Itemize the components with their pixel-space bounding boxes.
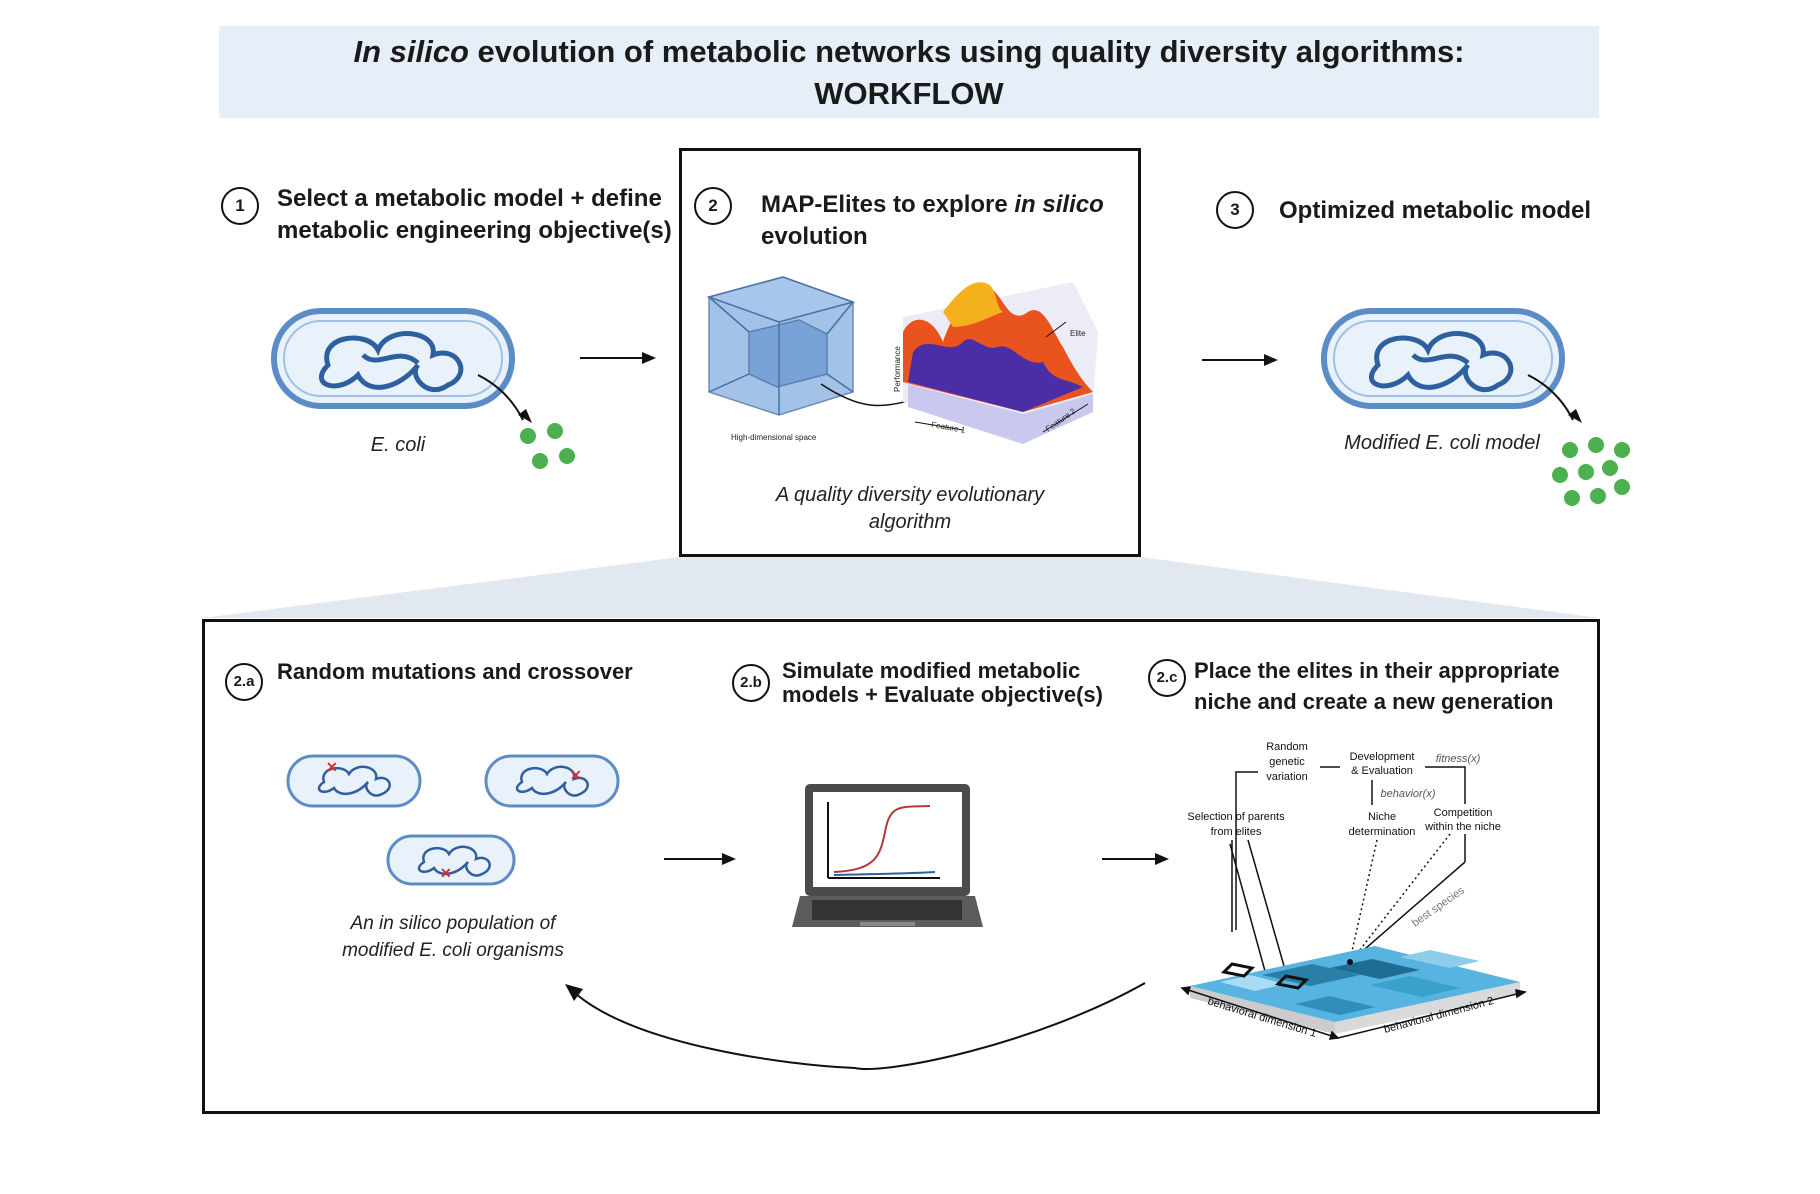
svg-text:Elite: Elite xyxy=(1070,329,1086,338)
page-subtitle: WORKFLOW xyxy=(814,76,1004,111)
behavior-grid xyxy=(1190,946,1520,1034)
svg-text:✕: ✕ xyxy=(570,767,582,783)
svg-text:Performance: Performance xyxy=(893,346,902,392)
step-1-caption: E. coli xyxy=(370,434,426,456)
return-arrow xyxy=(565,982,1146,1070)
step-2-box xyxy=(679,148,1141,557)
step-2-caption: A quality diversity evolutionary algorith… xyxy=(775,484,1045,533)
step-1-title: Select a metabolic model + define metabol… xyxy=(277,185,672,244)
mutated-population: ✕ ✕ ✕ xyxy=(286,754,620,886)
step-2a-title: Random mutations and crossover xyxy=(277,659,633,684)
step-1-number: 1 xyxy=(221,187,259,225)
svg-text:Development: Development xyxy=(1350,751,1415,763)
svg-text:variation: variation xyxy=(1266,771,1308,783)
page-title: In silico evolution of metabolic network… xyxy=(353,34,1465,69)
svg-text:best species: best species xyxy=(1410,884,1467,929)
step-2c-title: Place the elites in their appropriate nic… xyxy=(1194,658,1560,714)
steps-2abc-box xyxy=(202,619,1600,1114)
arrow-2-to-3 xyxy=(1202,354,1278,366)
svg-text:genetic: genetic xyxy=(1269,756,1305,768)
map-elites-illustration: High-dimensional space Performance Featu… xyxy=(706,276,1098,444)
hypercube xyxy=(706,276,856,416)
svg-text:Random: Random xyxy=(1266,741,1308,753)
particles-small xyxy=(520,423,575,469)
svg-text:& Evaluation: & Evaluation xyxy=(1351,765,1413,777)
svg-text:determination: determination xyxy=(1349,826,1416,838)
step-3-number: 3 xyxy=(1216,191,1254,229)
zoom-connector xyxy=(202,557,1600,618)
svg-text:Competition: Competition xyxy=(1434,807,1493,819)
step-2c-number: 2.c xyxy=(1148,659,1186,697)
svg-text:Niche: Niche xyxy=(1368,811,1396,823)
svg-text:✕: ✕ xyxy=(326,759,338,775)
step-2b-number: 2.b xyxy=(732,664,770,702)
step-3-title: Optimized metabolic model xyxy=(1279,197,1592,224)
mutant-cell-3: ✕ xyxy=(386,834,516,886)
svg-text:behavior(x): behavior(x) xyxy=(1380,788,1435,800)
ecoli-cell-icon xyxy=(271,308,532,423)
laptop-icon xyxy=(792,784,983,927)
step-2-title: MAP-Elites to explore in silico evolutio… xyxy=(761,191,1104,250)
step-2a-caption: An in silico population of modified E. co… xyxy=(342,913,564,961)
fitness-landscape xyxy=(903,282,1098,444)
step-2b-title: Simulate modified metabolic models + Eval… xyxy=(782,658,1103,707)
mutant-cell-1: ✕ xyxy=(286,754,422,808)
particles-large xyxy=(1552,437,1630,506)
modified-ecoli-cell-icon xyxy=(1321,308,1582,423)
step-3-caption: Modified E. coli model xyxy=(1344,432,1540,454)
mutant-cell-2: ✕ xyxy=(484,754,620,808)
arrow-2b-to-2c xyxy=(1102,853,1169,865)
map-elites-loop-diagram: Random genetic variation Development & E… xyxy=(1180,741,1527,1040)
svg-text:High-dimensional space: High-dimensional space xyxy=(731,433,817,442)
svg-text:✕: ✕ xyxy=(440,865,452,881)
step-2a-number: 2.a xyxy=(225,663,263,701)
svg-text:fitness(x): fitness(x) xyxy=(1436,753,1481,765)
arrow-1-to-2 xyxy=(580,352,656,364)
title-banner: In silico evolution of metabolic network… xyxy=(219,26,1599,118)
arrow-2a-to-2b xyxy=(664,853,736,865)
step-2-number: 2 xyxy=(694,187,732,225)
svg-text:within the niche: within the niche xyxy=(1424,821,1501,833)
